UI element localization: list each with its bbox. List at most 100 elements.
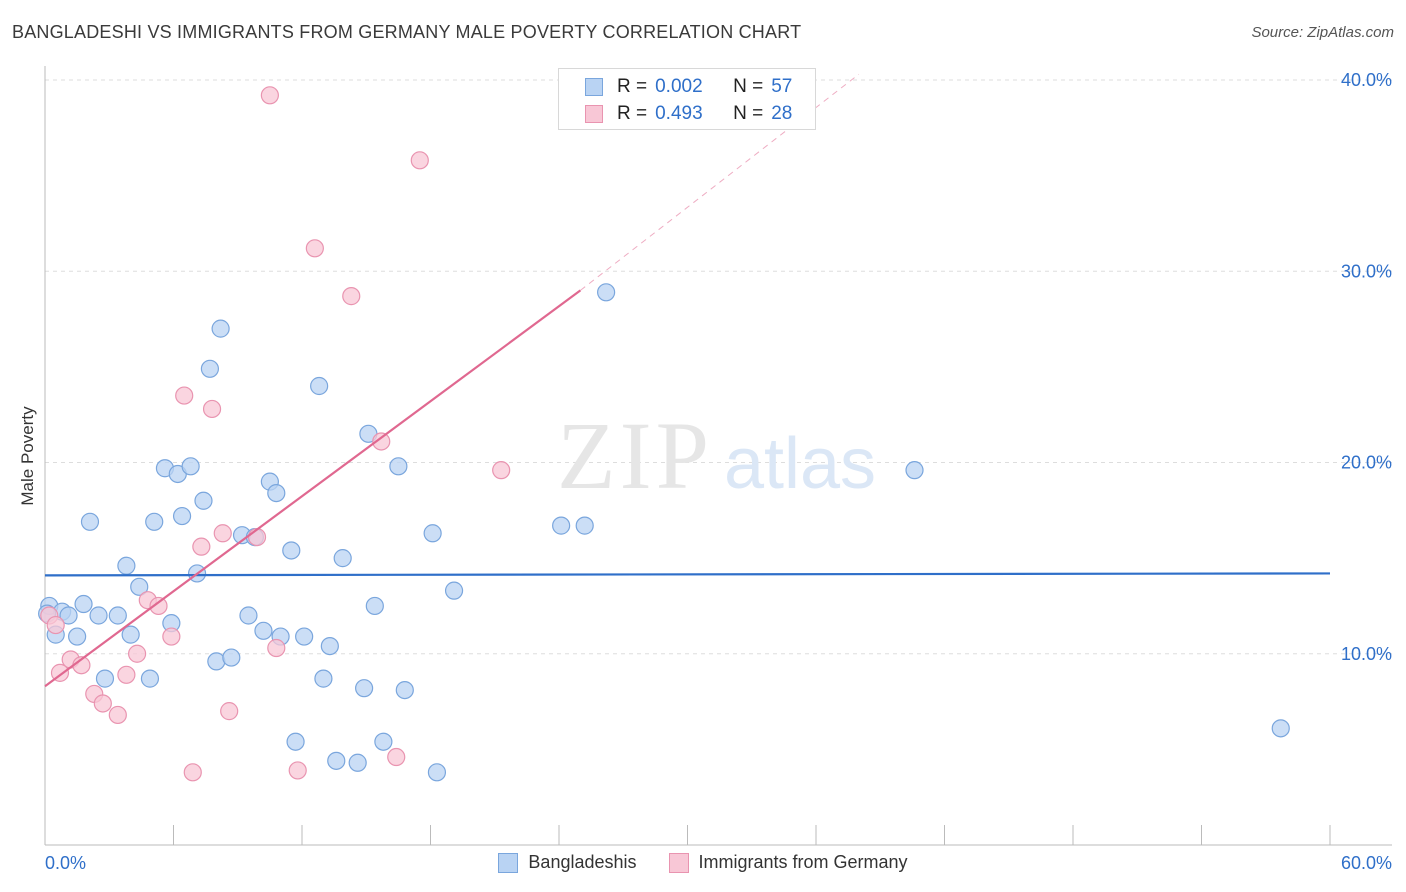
point-immigrants-germany	[162, 627, 181, 646]
axes	[44, 66, 1392, 846]
stats-legend: R = 0.002 N = 57 R = 0.493 N = 28	[558, 68, 816, 130]
point-bangladeshis	[254, 621, 273, 640]
point-immigrants-germany	[202, 399, 222, 419]
point-bangladeshis	[552, 516, 571, 535]
r-value: 0.493	[655, 103, 703, 124]
point-immigrants-germany	[492, 461, 511, 480]
point-bangladeshis	[355, 679, 374, 698]
n-value: 57	[771, 76, 793, 97]
y-tick-label: 20.0%	[1341, 453, 1392, 473]
r-label: R =	[617, 103, 648, 124]
point-bangladeshis	[95, 669, 115, 688]
stats-row-immigrants-germany: R = 0.493 N = 28	[585, 102, 792, 126]
point-immigrants-germany	[213, 524, 232, 543]
series-immigrants-germany	[40, 86, 511, 782]
point-bangladeshis	[395, 680, 414, 700]
point-immigrants-germany	[372, 432, 391, 451]
point-bangladeshis	[333, 549, 352, 568]
watermark: ZIP atlas	[557, 402, 876, 509]
point-bangladeshis	[207, 652, 226, 671]
point-immigrants-germany	[267, 638, 286, 658]
point-bangladeshis	[200, 359, 220, 378]
point-bangladeshis	[140, 669, 160, 688]
point-immigrants-germany	[127, 644, 147, 663]
point-immigrants-germany	[117, 665, 136, 684]
point-bangladeshis	[1271, 719, 1290, 738]
y-tick-label: 10.0%	[1341, 644, 1392, 664]
legend-item-bangladeshis[interactable]: Bangladeshis	[498, 852, 637, 873]
point-bangladeshis	[310, 376, 329, 396]
series-bangladeshis	[38, 283, 1290, 782]
point-immigrants-germany	[410, 151, 429, 170]
point-immigrants-germany	[175, 386, 194, 405]
point-immigrants-germany	[183, 763, 202, 782]
y-tick-label: 30.0%	[1341, 261, 1392, 281]
trendline-bangladeshis	[44, 572, 1331, 577]
point-immigrants-germany	[108, 705, 127, 725]
point-bangladeshis	[59, 606, 78, 625]
point-immigrants-germany	[93, 694, 112, 713]
legend-label-bangladeshis: Bangladeshis	[528, 852, 637, 872]
chart-title: BANGLADESHI VS IMMIGRANTS FROM GERMANY M…	[12, 22, 802, 42]
point-bangladeshis	[365, 596, 384, 616]
stats-row-bangladeshis: R = 0.002 N = 57	[585, 75, 792, 99]
point-bangladeshis	[320, 636, 339, 656]
point-bangladeshis	[222, 648, 241, 667]
series-legend: Bangladeshis Immigrants from Germany	[0, 852, 1406, 873]
point-bangladeshis	[130, 577, 149, 596]
legend-swatch-bangladeshis	[498, 852, 519, 873]
point-bangladeshis	[427, 763, 447, 782]
point-bangladeshis	[74, 594, 93, 614]
legend-item-immigrants-germany[interactable]: Immigrants from Germany	[668, 852, 908, 873]
y-tick-labels: 10.0% 20.0% 30.0% 40.0%	[1341, 70, 1392, 664]
point-bangladeshis	[108, 606, 127, 625]
point-bangladeshis	[286, 732, 305, 751]
x-tick-labels: 0.0% 60.0%	[45, 853, 1392, 873]
point-immigrants-germany	[46, 615, 65, 635]
n-label: N =	[733, 76, 764, 97]
point-bangladeshis	[267, 484, 286, 503]
point-immigrants-germany	[342, 287, 361, 306]
x-tick-label: 60.0%	[1341, 853, 1392, 873]
point-immigrants-germany	[220, 702, 239, 721]
trendlines	[44, 73, 1331, 688]
point-immigrants-germany	[387, 747, 406, 767]
point-immigrants-germany	[305, 239, 324, 258]
point-immigrants-germany	[247, 527, 267, 547]
point-bangladeshis	[194, 491, 213, 510]
point-bangladeshis	[80, 512, 100, 531]
point-bangladeshis	[68, 627, 87, 646]
point-bangladeshis	[282, 541, 301, 560]
x-tick-label: 0.0%	[45, 853, 86, 873]
point-bangladeshis	[905, 461, 924, 480]
y-tick-label: 40.0%	[1341, 70, 1392, 90]
point-bangladeshis	[314, 669, 333, 688]
point-bangladeshis	[117, 556, 136, 575]
r-value: 0.002	[655, 76, 703, 97]
point-bangladeshis	[295, 627, 314, 646]
point-immigrants-germany	[288, 761, 307, 780]
trendline-extension-immigrants-germany	[580, 73, 860, 291]
n-label: N =	[733, 103, 764, 124]
source-note: Source: ZipAtlas.com	[1251, 24, 1394, 41]
point-bangladeshis	[444, 581, 464, 600]
point-bangladeshis	[145, 512, 164, 531]
point-immigrants-germany	[192, 537, 211, 556]
point-bangladeshis	[181, 457, 200, 476]
point-bangladeshis	[374, 732, 393, 751]
swatch-immigrants-germany	[585, 105, 603, 123]
legend-swatch-immigrants-germany	[668, 852, 689, 873]
n-value: 28	[771, 103, 793, 124]
point-immigrants-germany	[260, 86, 279, 105]
swatch-bangladeshis	[585, 78, 603, 96]
point-bangladeshis	[348, 753, 367, 772]
point-bangladeshis	[89, 606, 108, 625]
legend-label-immigrants-germany: Immigrants from Germany	[698, 852, 908, 872]
point-bangladeshis	[172, 506, 192, 526]
point-bangladeshis	[389, 457, 408, 476]
point-bangladeshis	[239, 606, 258, 625]
point-bangladeshis	[121, 625, 140, 644]
gridlines	[45, 79, 1392, 655]
r-label: R =	[617, 76, 648, 97]
